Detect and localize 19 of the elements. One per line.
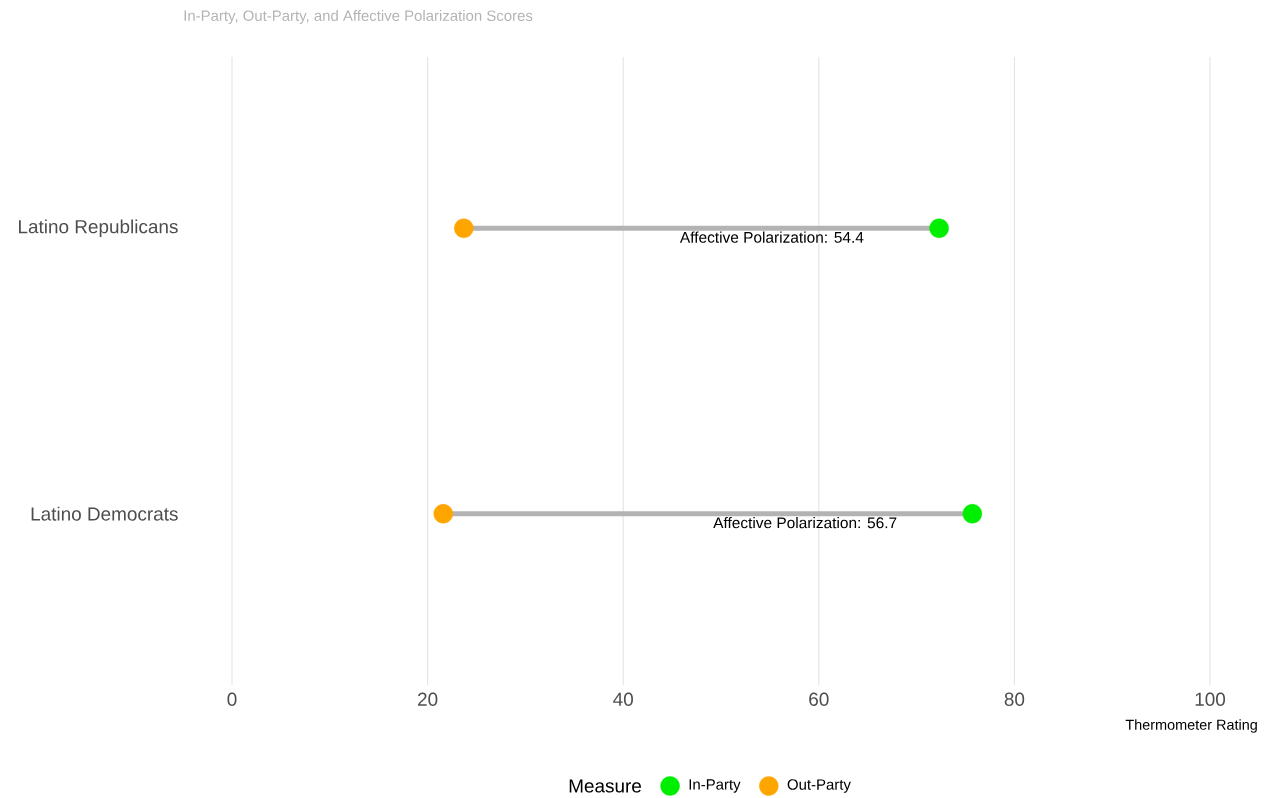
annotation: Affective Polarization: 56.7 [713, 516, 897, 529]
point [433, 504, 453, 524]
x-tick-label: 20 [418, 692, 438, 706]
legend-label: Out-Party [787, 779, 851, 793]
y-tick-label: Latino Democrats [31, 506, 178, 521]
annotation: Affective Polarization: 54.4 [679, 231, 864, 243]
y-tick-label: Latino Republicans [19, 219, 178, 238]
x-tick-label: 60 [809, 692, 829, 706]
point [962, 504, 983, 524]
x-tick-label: 80 [1004, 692, 1025, 706]
point [454, 218, 474, 238]
point [929, 218, 949, 238]
x-tick-label: 100 [1195, 692, 1226, 706]
x-tick-label: 0 [227, 692, 237, 706]
legend-title: Measure [569, 779, 641, 793]
legend-label: In-Party [689, 779, 741, 793]
x-tick-label: 40 [613, 692, 633, 706]
chart-title: In-Party, Out-Party, and Affective Polarization Scores [184, 10, 533, 24]
x-axis-title: Thermometer Rating [1125, 719, 1257, 733]
